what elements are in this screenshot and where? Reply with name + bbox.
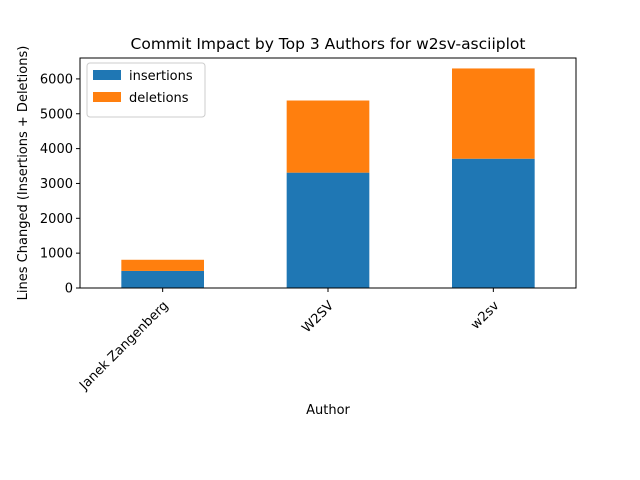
bar-deletions-janek-zangenberg bbox=[121, 259, 204, 271]
plot-area-frame bbox=[79, 57, 577, 289]
x-tick-label: Janek Zangenberg bbox=[76, 298, 171, 393]
y-tick-label: 1000 bbox=[40, 247, 73, 262]
bars-group bbox=[121, 68, 535, 288]
y-tick-label: 3000 bbox=[40, 177, 73, 192]
y-axis-label: Lines Changed (Insertions + Deletions) bbox=[16, 46, 31, 301]
y-tick-label: 0 bbox=[65, 282, 73, 297]
legend-swatch-insertions bbox=[93, 70, 121, 80]
legend-label-deletions: deletions bbox=[129, 91, 189, 106]
x-tick-label: w2sv bbox=[468, 298, 502, 332]
bar-insertions-janek-zangenberg bbox=[121, 270, 204, 288]
y-tick-label: 6000 bbox=[40, 72, 73, 87]
y-tick-label: 2000 bbox=[40, 212, 73, 227]
bar-insertions-w2sv bbox=[286, 172, 370, 288]
bar-insertions-w2sv bbox=[452, 158, 535, 288]
legend-swatch-deletions bbox=[93, 92, 121, 102]
bar-deletions-w2sv bbox=[286, 100, 370, 173]
x-tick-label: W2SV bbox=[299, 298, 337, 336]
x-axis-ticks: Janek Zangenberg W2SV w2sv bbox=[76, 288, 503, 394]
legend-label-insertions: insertions bbox=[129, 69, 193, 84]
legend: insertions deletions bbox=[86, 62, 206, 118]
y-tick-label: 4000 bbox=[40, 142, 73, 157]
y-tick-label: 5000 bbox=[40, 107, 73, 122]
chart-title: Commit Impact by Top 3 Authors for w2sv-… bbox=[131, 35, 526, 53]
bar-deletions-w2sv bbox=[452, 68, 535, 159]
x-axis-label: Author bbox=[306, 403, 350, 418]
y-axis-ticks: 0 1000 2000 3000 4000 5000 6000 bbox=[40, 72, 80, 297]
